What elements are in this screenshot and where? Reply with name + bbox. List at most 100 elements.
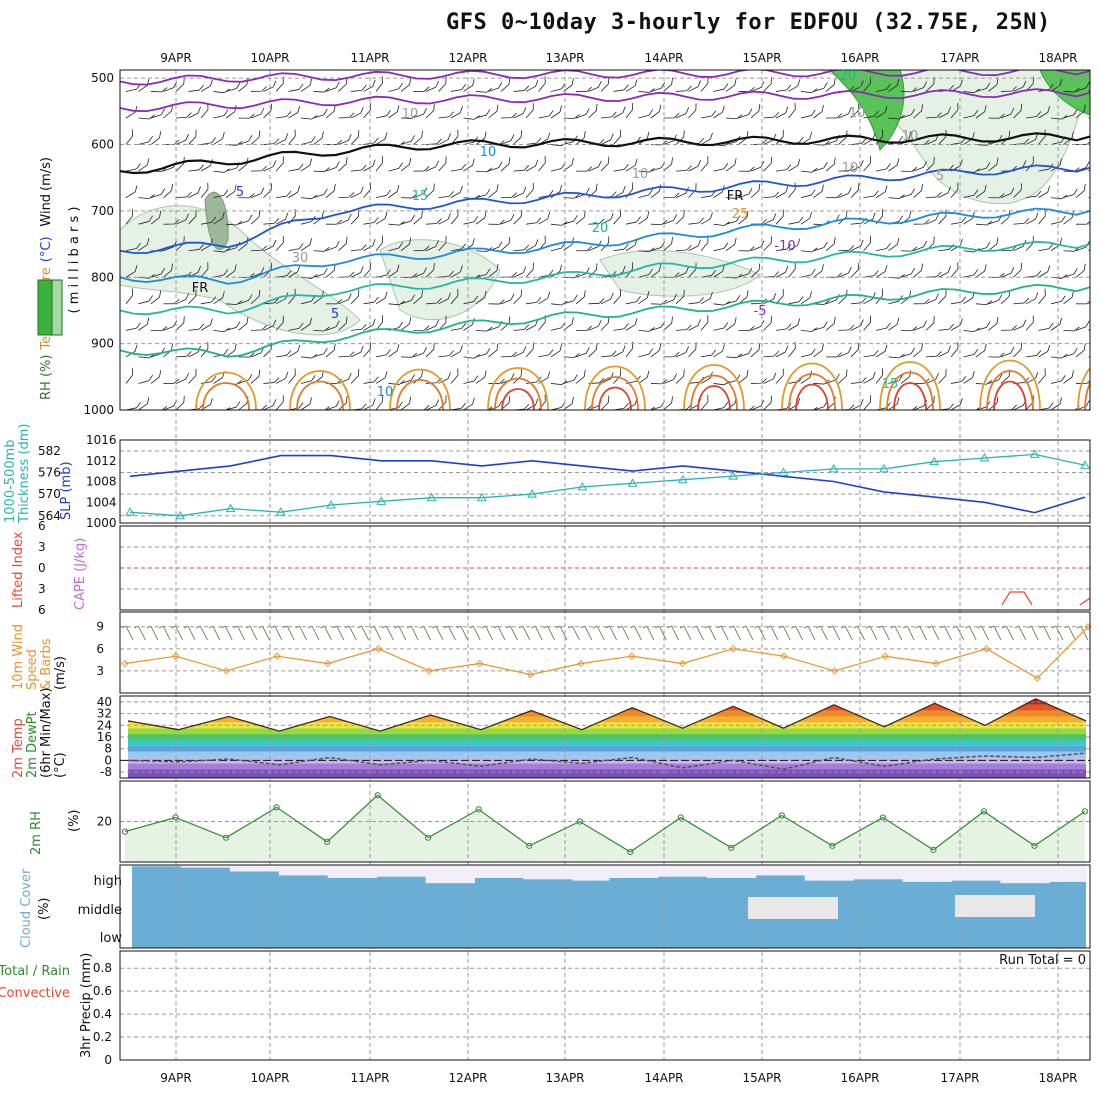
wind-barb bbox=[963, 269, 979, 278]
cloud-high-gap bbox=[841, 865, 855, 881]
surface-wind-barb bbox=[580, 625, 593, 641]
wind-barb bbox=[375, 371, 388, 384]
cloud-high-gap bbox=[401, 865, 414, 877]
cloud-high-gap bbox=[180, 865, 194, 868]
wind-barb bbox=[550, 141, 568, 147]
surface-wind-barb bbox=[890, 625, 903, 641]
wind-barb bbox=[425, 160, 440, 172]
wind-barb bbox=[513, 130, 522, 145]
precip-tick-label: 0.2 bbox=[93, 1030, 112, 1044]
wind-barb bbox=[638, 348, 653, 358]
rh-legend-swatch bbox=[37, 279, 53, 336]
wind-barb bbox=[563, 374, 578, 384]
wind-barb bbox=[688, 80, 701, 92]
isotherm-warm-bump bbox=[591, 376, 639, 410]
wind-barb bbox=[488, 263, 499, 278]
cloud-tick-label: middle bbox=[78, 903, 122, 918]
wind-barb bbox=[675, 165, 692, 172]
wind-barb bbox=[338, 236, 348, 252]
surface-wind-barb bbox=[965, 625, 977, 641]
wind-barb bbox=[688, 137, 704, 145]
wind-barb bbox=[625, 318, 638, 331]
wind-ylabel: 10m Wind Speed & Barbs (m/s) bbox=[11, 624, 68, 690]
wind-barb bbox=[250, 165, 267, 172]
wind-barb bbox=[563, 317, 574, 331]
wind-barb bbox=[788, 341, 796, 358]
slp-line bbox=[129, 454, 1086, 514]
contour-label: 20 bbox=[592, 221, 609, 236]
wind-barb bbox=[600, 315, 610, 331]
wind-barb bbox=[175, 293, 190, 305]
isotherm-warm-bump bbox=[195, 371, 257, 410]
wind-barb bbox=[963, 109, 979, 119]
wind-barb bbox=[438, 76, 447, 92]
wind-barb bbox=[375, 155, 384, 172]
wind-barb bbox=[788, 238, 801, 252]
wind-barb bbox=[1050, 375, 1066, 384]
wind-barb bbox=[763, 316, 772, 331]
wind-barb bbox=[1000, 267, 1015, 278]
wind-barb bbox=[175, 213, 190, 225]
cloud-high-gap bbox=[670, 865, 683, 877]
wind-barb bbox=[688, 342, 697, 358]
surface-wind-barb bbox=[704, 625, 717, 641]
wind-barb bbox=[525, 182, 534, 198]
thickness-axis-label: Thickness (dm) bbox=[17, 424, 32, 524]
wind-barb bbox=[850, 183, 860, 198]
cloud-high-gap bbox=[584, 865, 598, 881]
wind-barb bbox=[588, 81, 602, 92]
wind-barb bbox=[475, 370, 487, 384]
precip-convective-label: Convective bbox=[0, 986, 70, 1001]
wind-barb bbox=[388, 300, 405, 306]
surface-wind-barb bbox=[543, 625, 555, 641]
wind-barb bbox=[788, 318, 801, 331]
wind-barb bbox=[663, 214, 678, 225]
pressure-tick-label: 1000 bbox=[83, 403, 114, 417]
wind-barb bbox=[375, 269, 391, 278]
wind-barb bbox=[263, 377, 280, 384]
temp-tick-label: 24 bbox=[97, 718, 112, 732]
wind-barb bbox=[825, 272, 843, 278]
surface-wind-barb bbox=[1002, 625, 1014, 641]
upper-ylabel-sub: ( m i l l i b a r s ) bbox=[67, 207, 82, 314]
isotherm-warm-bump bbox=[598, 386, 632, 410]
surface-wind-barb bbox=[667, 625, 679, 641]
cloud-high-gap bbox=[719, 865, 732, 878]
wind-barb bbox=[988, 352, 1005, 358]
wind-barb bbox=[413, 166, 430, 172]
wind-barb bbox=[875, 83, 891, 92]
wind-barb bbox=[425, 218, 442, 225]
wind-barb bbox=[163, 263, 173, 278]
wind-barb bbox=[288, 163, 304, 172]
wind-barb bbox=[975, 321, 991, 331]
wind-barb bbox=[850, 239, 864, 252]
wind-barb bbox=[425, 342, 435, 358]
wind-barb bbox=[338, 351, 355, 358]
wind-barb bbox=[813, 241, 828, 252]
wind-barb bbox=[121, 50, 137, 65]
wind-barb bbox=[975, 184, 987, 198]
wind-barb bbox=[1088, 236, 1090, 252]
wind-barb bbox=[513, 346, 527, 358]
run-total-label: Run Total = 0 bbox=[999, 953, 1086, 968]
wind-barb bbox=[288, 368, 296, 384]
wind-barb bbox=[125, 105, 138, 119]
surface-wind-barb bbox=[1027, 625, 1039, 641]
temp-tick-label: 8 bbox=[104, 742, 112, 756]
wind-barb bbox=[538, 394, 546, 410]
upper-ylabel-part: (m/s) bbox=[39, 157, 54, 191]
wind-barb bbox=[400, 396, 412, 410]
surface-wind-barb bbox=[270, 625, 283, 641]
wind-barb bbox=[713, 105, 725, 119]
wind-barb bbox=[563, 294, 578, 305]
wind-barb bbox=[338, 157, 348, 172]
wind-barb bbox=[898, 52, 913, 65]
wind-barb bbox=[1038, 265, 1051, 278]
wind-barb bbox=[938, 368, 947, 384]
wind-barb bbox=[838, 369, 848, 384]
temp-axis-label: (6hr Min/Max) bbox=[39, 688, 54, 778]
wind-barb bbox=[288, 243, 304, 252]
wind-barb bbox=[825, 352, 843, 358]
wind-barb bbox=[500, 157, 511, 172]
